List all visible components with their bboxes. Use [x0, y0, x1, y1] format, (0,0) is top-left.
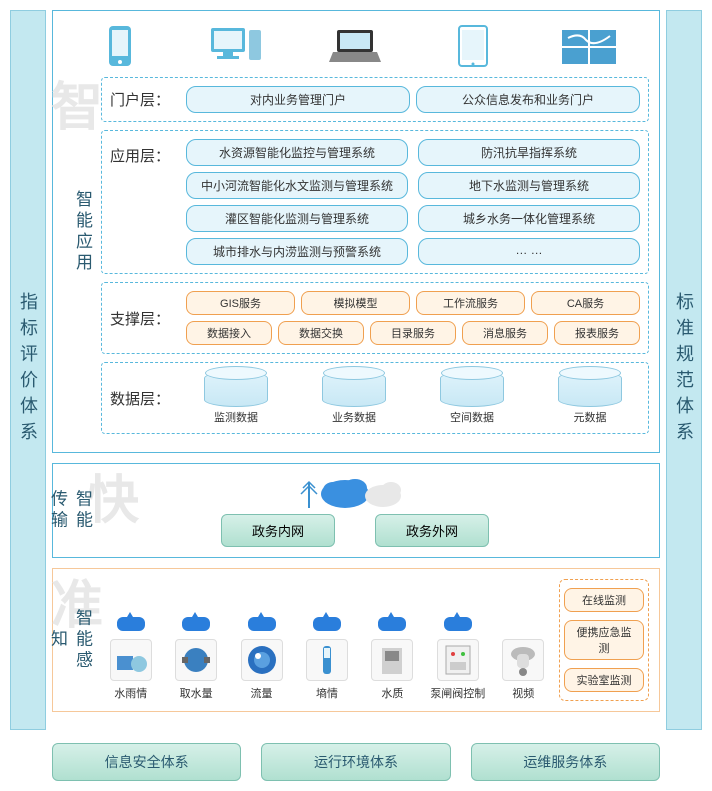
sup2-3: 消息服务: [462, 321, 548, 345]
sensor-6: 视频: [494, 621, 553, 701]
left-pillar: 指标评价体系: [10, 10, 46, 730]
portal-layer: 门户层： 对内业务管理门户 公众信息发布和业务门户: [101, 77, 649, 122]
section-title-sense: 智能感知: [59, 605, 95, 676]
phone-icon: [90, 24, 150, 68]
data-layer: 数据层： 监测数据 业务数据 空间数据 元数据: [101, 362, 649, 434]
net-1: 政务外网: [375, 514, 489, 547]
sensor-3: 墒情: [297, 617, 356, 701]
support-label: 支撑层：: [110, 308, 178, 329]
app-3-1: … …: [418, 238, 640, 265]
device-row: [61, 21, 649, 71]
main-column: 智 智能应用 门户层： 对内业务管理门户 公众信息发布和业务: [52, 10, 660, 741]
sensor-row: 水雨情 取水量 流量 墒情 水质 泵闸阀控制 视频 在线监测 便携应急监测 实验…: [101, 579, 649, 701]
watermark-zhi: 智: [51, 65, 103, 140]
bot-1: 运行环境体系: [261, 743, 450, 781]
bot-2: 运维服务体系: [471, 743, 660, 781]
sup1-1: 模拟模型: [301, 291, 410, 315]
section-title-trans: 智能传输: [59, 487, 95, 534]
sensor-2: 流量: [232, 617, 291, 701]
sup1-2: 工作流服务: [416, 291, 525, 315]
portal-item-0: 对内业务管理门户: [186, 86, 410, 113]
app-1-0: 中小河流智能化水文监测与管理系统: [186, 172, 408, 199]
smart-trans-box: 快 智能传输 政务内网 政务外网: [52, 463, 660, 558]
sensor-5: 泵闸阀控制: [428, 617, 487, 701]
app-2-1: 城乡水务一体化管理系统: [418, 205, 640, 232]
cyl-0: 监测数据: [195, 371, 277, 425]
section-title-app: 智能应用: [59, 190, 95, 274]
mon-2: 实验室监测: [564, 668, 644, 692]
bot-0: 信息安全体系: [52, 743, 241, 781]
app-0-0: 水资源智能化监控与管理系统: [186, 139, 408, 166]
monitor-side: 在线监测 便携应急监测 实验室监测: [559, 579, 649, 701]
sensor-1: 取水量: [166, 617, 225, 701]
sup1-0: GIS服务: [186, 291, 295, 315]
app-1-1: 地下水监测与管理系统: [418, 172, 640, 199]
wall-icon: [560, 24, 620, 68]
cyl-2: 空间数据: [431, 371, 513, 425]
network-row: 政务内网 政务外网: [61, 514, 649, 547]
sensor-4: 水质: [363, 617, 422, 701]
mon-1: 便携应急监测: [564, 620, 644, 660]
data-label: 数据层：: [110, 388, 178, 409]
app-layer: 应用层： 水资源智能化监控与管理系统防汛抗旱指挥系统 中小河流智能化水文监测与管…: [101, 130, 649, 274]
sup2-1: 数据交换: [278, 321, 364, 345]
tablet-icon: [443, 24, 503, 68]
cloud-row: [61, 474, 649, 510]
app-0-1: 防汛抗旱指挥系统: [418, 139, 640, 166]
support-layer: 支撑层： GIS服务 模拟模型 工作流服务 CA服务 数据接入 数据交换 目录服…: [101, 282, 649, 354]
left-pillar-text: 指标评价体系: [15, 292, 41, 448]
net-0: 政务内网: [221, 514, 335, 547]
cyl-1: 业务数据: [313, 371, 395, 425]
app-label: 应用层：: [110, 145, 178, 166]
sup2-0: 数据接入: [186, 321, 272, 345]
smart-sense-box: 准 智能感知 水雨情 取水量 流量 墒情 水质 泵闸阀控制 视频 在线监测 便携…: [52, 568, 660, 712]
bottom-bar: 信息安全体系 运行环境体系 运维服务体系: [52, 743, 660, 781]
app-2-0: 灌区智能化监测与管理系统: [186, 205, 408, 232]
cyl-3: 元数据: [549, 371, 631, 425]
smart-app-box: 智 智能应用 门户层： 对内业务管理门户 公众信息发布和业务: [52, 10, 660, 453]
app-3-0: 城市排水与内涝监测与预警系统: [186, 238, 408, 265]
right-pillar: 标准规范体系: [666, 10, 702, 730]
portal-label: 门户层：: [110, 89, 178, 110]
sup2-4: 报表服务: [554, 321, 640, 345]
sup1-3: CA服务: [531, 291, 640, 315]
mon-0: 在线监测: [564, 588, 644, 612]
portal-item-1: 公众信息发布和业务门户: [416, 86, 640, 113]
sensor-0: 水雨情: [101, 617, 160, 701]
sup2-2: 目录服务: [370, 321, 456, 345]
laptop-icon: [325, 24, 385, 68]
desktop-icon: [207, 24, 267, 68]
right-pillar-text: 标准规范体系: [671, 292, 697, 448]
